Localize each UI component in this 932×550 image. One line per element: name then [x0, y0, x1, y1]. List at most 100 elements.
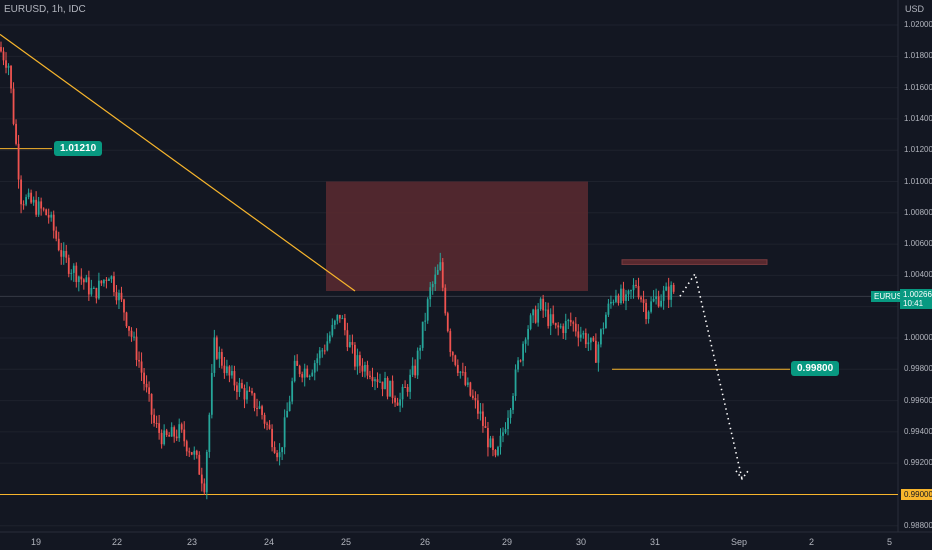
candle-body	[620, 288, 622, 304]
level-badge-high[interactable]: 1.01210	[54, 140, 103, 156]
candle-body	[371, 376, 374, 382]
candle-body	[471, 395, 474, 398]
candle-body	[27, 192, 30, 198]
candle-body	[323, 350, 326, 352]
candle-body	[441, 262, 444, 288]
candle-body	[602, 328, 605, 330]
candle-body	[301, 374, 304, 378]
candle-body	[293, 360, 296, 382]
symbol-header[interactable]: EURUSD, 1h, IDC	[4, 4, 86, 15]
candle-body	[399, 399, 401, 406]
price-tick-label: 1.01200	[904, 145, 932, 155]
candle-body	[361, 365, 364, 372]
candle-body	[286, 410, 289, 418]
candle-body	[396, 402, 399, 406]
candle-body	[85, 277, 88, 283]
candle-body	[296, 360, 299, 366]
candle-body	[35, 199, 38, 215]
candle-body	[281, 447, 284, 453]
candle-body	[502, 432, 504, 436]
candle-body	[509, 409, 512, 418]
trend-line[interactable]	[0, 33, 356, 292]
candle-body	[103, 279, 105, 284]
price-tick-label: 1.01800	[904, 51, 932, 61]
resistance-zone[interactable]	[621, 259, 768, 265]
candle-body	[647, 311, 650, 320]
candle-body	[331, 324, 334, 336]
candle-body	[434, 274, 437, 285]
candle-body	[610, 301, 612, 304]
candle-body	[456, 364, 459, 373]
current-symbol-tag: EURUSD	[871, 291, 911, 303]
candle-body	[627, 290, 630, 295]
candle-body	[359, 355, 361, 366]
price-tick-label: 1.00000	[904, 332, 932, 342]
candle-body	[238, 382, 241, 392]
candle-body	[514, 369, 517, 396]
candle-body	[384, 377, 386, 390]
candle-body	[409, 374, 412, 392]
currency-label: USD	[905, 4, 925, 14]
candle-body	[195, 450, 198, 455]
candle-body	[615, 295, 617, 302]
candle-body	[223, 365, 226, 374]
level-badge-low[interactable]: 0.99800	[791, 361, 840, 377]
candle-body	[635, 284, 637, 287]
candle-body	[130, 330, 133, 337]
candle-body	[587, 342, 590, 345]
candle-body	[153, 414, 156, 424]
time-tick-label: 30	[576, 537, 587, 547]
candle-body	[421, 321, 424, 348]
candle-body	[512, 395, 514, 410]
candle-body	[439, 262, 442, 270]
candle-body	[640, 297, 642, 300]
candle-body	[343, 318, 346, 331]
candle-body	[338, 314, 341, 319]
candle-body	[519, 360, 522, 362]
candle-body	[183, 429, 186, 442]
candle-body	[20, 179, 22, 205]
candle-body	[316, 358, 319, 364]
price-tick-label: 1.00400	[904, 270, 932, 280]
price-tick-label: 0.99400	[904, 426, 932, 436]
time-tick-label: 19	[31, 537, 42, 547]
candle-body	[464, 372, 467, 385]
candle-body	[190, 452, 193, 455]
candle-body	[494, 449, 497, 456]
candle-body	[579, 334, 582, 338]
candle-body	[406, 387, 409, 392]
candle-body	[261, 406, 263, 415]
candle-body	[110, 276, 113, 280]
candle-body	[562, 326, 565, 333]
candle-body	[220, 352, 223, 366]
candle-body	[303, 368, 306, 378]
candle-body	[45, 209, 48, 216]
candle-body	[218, 352, 221, 359]
candle-body	[271, 428, 273, 448]
candle-body	[632, 284, 635, 291]
candle-body	[532, 309, 535, 316]
candle-body	[145, 383, 148, 388]
candle-body	[273, 447, 276, 453]
candle-body	[497, 447, 499, 456]
candle-body	[605, 314, 607, 329]
candle-body	[135, 336, 138, 360]
supply-zone[interactable]	[326, 181, 588, 292]
candle-body	[148, 387, 150, 394]
candle-body	[113, 276, 115, 293]
price-tick-label: 1.02000	[904, 20, 932, 30]
time-tick-label: 2	[809, 537, 815, 547]
candle-body	[253, 393, 256, 408]
candle-body	[451, 352, 454, 356]
candle-body	[660, 300, 663, 307]
time-tick-label: Sep	[731, 537, 748, 547]
candle-body	[348, 342, 351, 348]
candle-body	[213, 337, 216, 373]
time-tick-label: 5	[887, 537, 893, 547]
time-tick-label: 26	[420, 537, 431, 547]
grid-lines	[0, 24, 898, 527]
candle-body	[594, 340, 597, 363]
candle-body	[542, 298, 545, 311]
candle-body	[12, 88, 15, 124]
